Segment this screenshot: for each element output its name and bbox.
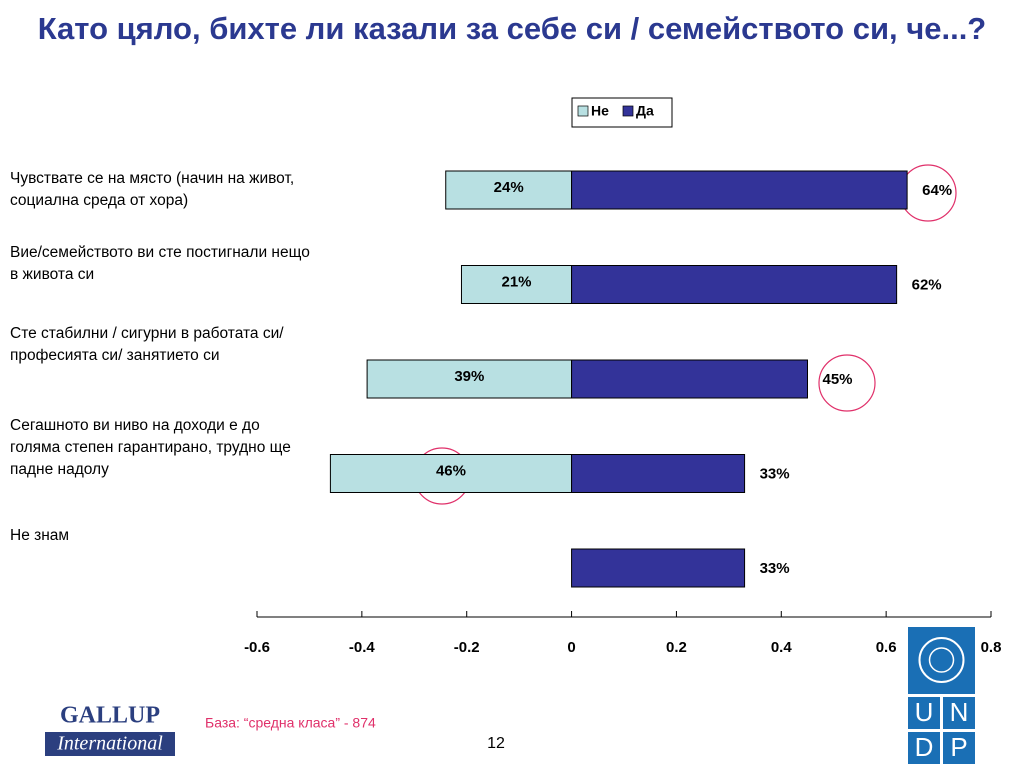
legend-label: Да	[636, 103, 654, 119]
x-tick-label: 0.6	[876, 639, 897, 656]
highlight-circle	[818, 354, 876, 412]
x-tick-label: -0.4	[349, 639, 376, 656]
data-label: 24%	[494, 179, 524, 196]
logo-band	[45, 732, 175, 756]
undp-box	[943, 697, 975, 729]
data-label: 21%	[502, 273, 532, 290]
data-label: 64%	[922, 182, 952, 199]
x-tick-label: 0.4	[771, 639, 793, 656]
data-label: 33%	[760, 465, 790, 482]
undp-letter: U	[915, 697, 934, 727]
legend-swatch	[622, 105, 634, 117]
bar	[329, 454, 573, 493]
legend-box	[571, 97, 673, 128]
legend-label: Не	[591, 103, 609, 119]
category-label: Вие/семейството ви сте постигнали нещо в…	[10, 244, 310, 283]
category-label: Не знам	[10, 527, 70, 544]
undp-box	[908, 732, 940, 764]
undp-box	[943, 732, 975, 764]
bar	[571, 265, 898, 304]
base-note: База: “средна класа” - 874	[205, 715, 376, 731]
data-label: 45%	[823, 371, 853, 388]
x-tick-label: 0.2	[666, 639, 687, 656]
chart-title: Като цяло, бихте ли казали за себе си / …	[37, 11, 987, 46]
data-label: 46%	[436, 462, 466, 479]
bar	[571, 359, 808, 399]
data-label: 39%	[454, 368, 484, 385]
logo-text: GALLUP	[60, 703, 160, 729]
undp-box	[908, 697, 940, 729]
data-label: 62%	[912, 276, 942, 293]
category-label: Сте стабилни / сигурни в работата си/ пр…	[10, 325, 284, 364]
x-tick-label: -0.2	[454, 639, 480, 656]
category-label: Сегашното ви ниво на доходи е до голяма …	[10, 417, 291, 478]
bar	[571, 454, 746, 493]
logo-text: International	[56, 733, 163, 755]
page-number: 12	[487, 735, 505, 752]
undp-letter: D	[915, 732, 934, 762]
bar	[571, 548, 746, 588]
bar	[460, 265, 573, 304]
x-tick-label: 0.8	[981, 639, 1002, 656]
x-tick-label: 0	[567, 639, 575, 656]
category-label: Чувствате се на място (начин на живот, с…	[10, 170, 295, 209]
un-emblem	[918, 637, 965, 683]
undp-letter: N	[950, 697, 969, 727]
un-emblem	[928, 647, 955, 673]
data-label: 33%	[760, 560, 790, 577]
x-tick-label: -0.6	[244, 639, 270, 656]
legend-swatch	[577, 105, 589, 117]
undp-letter: P	[950, 732, 967, 762]
bar	[571, 170, 908, 210]
